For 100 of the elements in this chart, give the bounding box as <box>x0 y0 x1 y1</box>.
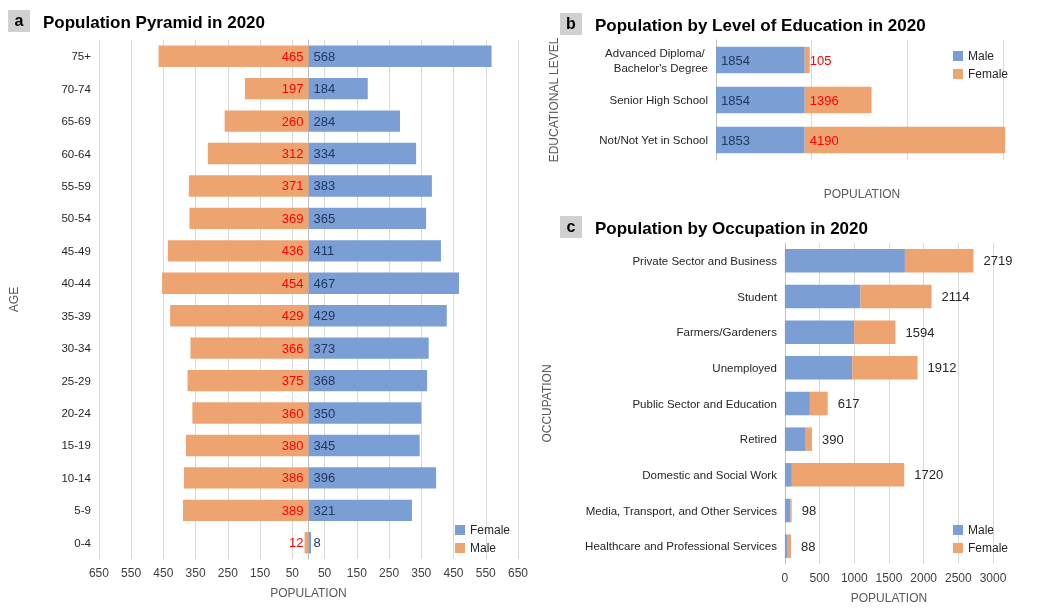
bar <box>184 467 309 489</box>
bar <box>308 207 427 230</box>
bar <box>308 337 429 359</box>
text: b <box>560 13 582 35</box>
y-tick-label: Student <box>737 290 778 303</box>
y-tick-label: 10-14 <box>61 471 92 484</box>
bar <box>804 46 810 74</box>
legend-label: Female <box>967 541 1009 555</box>
x-tick-label: 500 <box>809 571 830 585</box>
bar <box>784 534 787 558</box>
bar <box>308 45 492 67</box>
bar <box>716 126 805 154</box>
data-label: 371 <box>281 178 304 194</box>
y-tick-label: 50-54 <box>61 212 92 225</box>
x-tick-label: 0 <box>781 571 789 585</box>
y-tick-label: Retired <box>739 433 777 446</box>
bar <box>308 240 441 262</box>
bar <box>192 402 309 424</box>
y-tick-label: Senior High School <box>609 94 708 106</box>
data-label: 366 <box>281 340 304 356</box>
y-tick-label: 70-74 <box>61 82 92 95</box>
bar <box>784 284 861 309</box>
x-tick-label: 250 <box>217 566 239 580</box>
bar <box>167 240 309 262</box>
x-tick-label: 1000 <box>840 571 868 585</box>
data-label: 396 <box>313 470 336 486</box>
data-label: 436 <box>281 243 304 259</box>
y-tick-label: Private Sector and Business <box>632 254 778 267</box>
y-tick-label: Media, Transport, and Other Services <box>585 504 778 517</box>
y-tick-label: 40-44 <box>61 277 92 290</box>
x-tick-label: 50 <box>317 566 332 580</box>
x-axis-title: POPULATION <box>823 187 901 201</box>
legend-label: Female <box>469 523 511 537</box>
bar <box>784 463 792 487</box>
data-label: 373 <box>313 340 336 356</box>
data-label: 368 <box>313 373 336 389</box>
bar <box>224 110 309 132</box>
bar <box>784 356 853 380</box>
bar <box>308 499 412 522</box>
bar <box>786 534 791 558</box>
legend-label: Male <box>967 49 995 63</box>
data-label: 345 <box>313 437 336 453</box>
data-label: 389 <box>281 502 304 518</box>
x-axis-title: POPULATION <box>270 586 347 600</box>
total-label: 2719 <box>983 253 1013 269</box>
data-label: 12 <box>288 535 304 551</box>
y-axis-title: OCCUPATION <box>540 364 554 443</box>
total-label: 390 <box>821 431 844 447</box>
y-tick-label: 45-49 <box>61 244 91 257</box>
x-tick-label: 150 <box>250 566 271 580</box>
bar <box>784 249 905 273</box>
text: c <box>560 216 582 238</box>
data-label: 429 <box>281 308 304 324</box>
bar <box>308 110 401 132</box>
bar <box>854 320 896 344</box>
bar <box>804 126 1006 154</box>
data-label: 350 <box>313 405 336 421</box>
y-tick-label: 15-19 <box>61 439 91 452</box>
x-tick-label: 250 <box>379 566 400 580</box>
bar <box>188 175 309 197</box>
x-tick-label: 550 <box>475 566 497 580</box>
data-label: 454 <box>281 275 304 291</box>
y-tick-label: 60-64 <box>61 147 92 160</box>
bar <box>190 337 309 359</box>
bar <box>904 249 974 273</box>
bar <box>308 467 437 489</box>
data-label: 284 <box>313 113 336 129</box>
bar <box>189 207 309 230</box>
bar <box>784 427 806 451</box>
data-label: 568 <box>313 48 336 64</box>
data-label: 105 <box>809 52 832 68</box>
bar <box>809 391 828 416</box>
y-tick-label: Unemployed <box>712 361 777 374</box>
data-label: 321 <box>313 502 336 518</box>
bar <box>791 463 905 487</box>
data-label: 429 <box>313 308 336 324</box>
data-label: 334 <box>313 146 336 162</box>
y-tick-label: 65-69 <box>61 115 91 128</box>
bar <box>308 532 312 554</box>
legend-label: Male <box>967 523 995 537</box>
y-tick-label: Not/Not Yet in School <box>599 134 708 146</box>
data-label: 8 <box>313 535 321 551</box>
data-label: 1853 <box>721 132 750 148</box>
data-label: 465 <box>281 48 304 64</box>
data-label: 411 <box>313 243 335 259</box>
data-label: 386 <box>281 470 304 486</box>
x-tick-label: 2500 <box>944 571 972 585</box>
bar <box>804 86 872 114</box>
x-tick-label: 650 <box>507 566 529 580</box>
data-label: 197 <box>281 81 304 97</box>
bar <box>308 434 420 457</box>
x-tick-label: 1500 <box>875 571 903 585</box>
chart-title: Population Pyramid in 2020 <box>43 13 266 32</box>
y-tick-label: 75+ <box>71 50 92 63</box>
x-tick-label: 650 <box>88 566 110 580</box>
x-tick-label: 350 <box>185 566 206 580</box>
bar <box>308 175 432 197</box>
chart-title: Population by Level of Education in 2020 <box>595 16 926 35</box>
x-tick-label: 2000 <box>910 571 938 585</box>
bar <box>162 272 309 294</box>
